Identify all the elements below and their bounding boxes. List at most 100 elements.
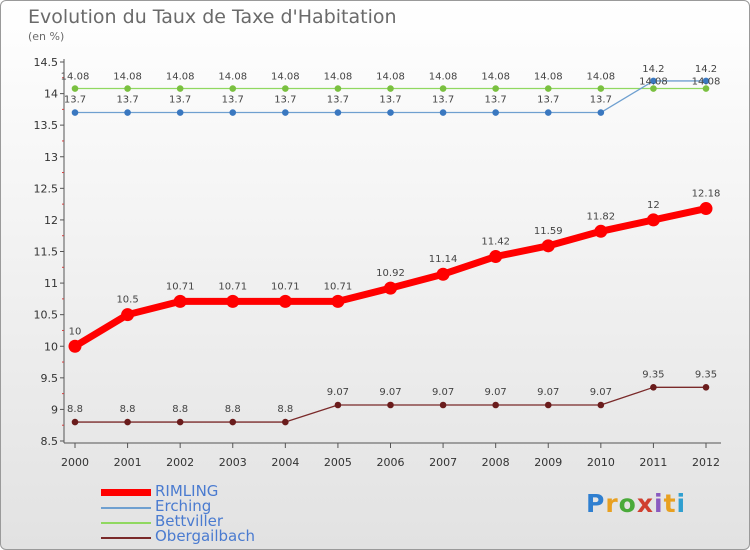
data-label: 14.2 — [642, 64, 664, 75]
data-point — [173, 294, 187, 308]
data-label: 14.08 — [218, 72, 247, 83]
data-point — [282, 85, 289, 92]
data-label: 9.35 — [695, 369, 717, 380]
data-label: 14.08 — [376, 72, 405, 83]
data-point — [492, 85, 499, 92]
data-point — [384, 281, 397, 295]
legend-label: Bettviller — [155, 512, 224, 530]
data-label: 13.7 — [222, 95, 244, 106]
data-point — [597, 85, 605, 92]
data-label: 13.7 — [116, 95, 138, 106]
data-point — [650, 384, 657, 391]
data-label: 13.7 — [327, 95, 349, 106]
data-label: 9.07 — [537, 387, 559, 398]
x-tick-label: 2011 — [639, 456, 667, 469]
x-tick-label: 2008 — [482, 456, 510, 469]
legend-label: Erching — [155, 497, 212, 515]
data-point — [544, 85, 552, 92]
x-tick-label: 2001 — [114, 456, 142, 469]
data-label: 9.07 — [432, 387, 454, 398]
data-point — [334, 401, 342, 409]
data-point — [489, 250, 503, 264]
data-point — [544, 109, 552, 116]
data-point — [229, 85, 237, 92]
data-label: 9.07 — [379, 387, 401, 398]
y-tick-label: 10 — [44, 340, 58, 353]
logo-letter: x — [636, 489, 654, 518]
y-tick-label: 13 — [44, 151, 58, 164]
data-label: 10.71 — [324, 281, 353, 292]
x-tick-label: 2004 — [271, 456, 299, 469]
data-point — [229, 418, 237, 426]
data-point — [176, 109, 184, 116]
y-tick-label: 13.5 — [34, 119, 59, 132]
data-label: 13.7 — [274, 95, 296, 106]
data-point — [71, 109, 79, 116]
data-label: 8.8 — [67, 404, 83, 415]
x-tick-label: 2000 — [61, 456, 89, 469]
data-label: 13.7 — [537, 95, 559, 106]
data-point — [229, 109, 237, 116]
legend-swatch — [101, 537, 151, 539]
data-label: 10.71 — [218, 281, 247, 292]
data-label: 14.08 — [534, 72, 563, 83]
data-point — [124, 85, 131, 92]
y-tick-label: 9 — [51, 403, 58, 416]
y-tick-label: 8.5 — [41, 435, 59, 448]
data-point — [121, 308, 135, 322]
logo-letter: i — [676, 489, 687, 518]
data-point — [699, 202, 713, 216]
data-point — [439, 401, 447, 409]
data-point — [702, 77, 710, 85]
data-point — [176, 418, 184, 426]
data-point — [334, 85, 342, 92]
y-tick-label: 10.5 — [34, 309, 59, 322]
proxiti-logo: Proxiti — [586, 489, 686, 518]
data-point — [71, 85, 79, 92]
data-point — [439, 109, 447, 116]
data-point — [492, 109, 499, 116]
data-label: 13.7 — [379, 95, 401, 106]
data-label: 13.7 — [590, 95, 612, 106]
logo-letter: t — [663, 489, 677, 518]
data-label: 8.8 — [172, 404, 188, 415]
legend-label: Obergailbach — [155, 527, 255, 545]
data-label: 11.42 — [481, 237, 510, 248]
data-label: 14.08 — [113, 72, 142, 83]
data-point — [650, 85, 657, 92]
data-label: 13.7 — [485, 95, 507, 106]
data-label: 14.08 — [166, 72, 195, 83]
data-label: 10.5 — [116, 295, 138, 306]
data-point — [176, 85, 184, 92]
x-tick-label: 2012 — [692, 456, 720, 469]
data-point — [387, 85, 394, 92]
data-label: 9.07 — [327, 387, 349, 398]
data-point — [68, 339, 82, 353]
data-point — [278, 294, 292, 308]
data-label: 9.35 — [642, 369, 664, 380]
data-point — [597, 109, 605, 116]
data-point — [282, 418, 289, 426]
y-tick-label: 11 — [44, 277, 58, 290]
data-label: 10.71 — [166, 281, 195, 292]
x-tick-label: 2009 — [534, 456, 562, 469]
data-label: 10.71 — [271, 281, 300, 292]
data-point — [124, 418, 131, 426]
data-label: 14.08 — [61, 72, 90, 83]
data-label: 11.14 — [429, 254, 458, 265]
legend-label: RIMLING — [155, 482, 219, 500]
data-point — [331, 294, 345, 308]
x-tick-label: 2007 — [429, 456, 457, 469]
data-label: 11.82 — [587, 211, 616, 222]
data-point — [282, 109, 289, 116]
y-tick-label: 12.5 — [34, 182, 59, 195]
data-point — [492, 401, 499, 409]
y-tick-label: 12 — [44, 214, 58, 227]
data-label: 10.92 — [376, 268, 405, 279]
data-label: 14.08 — [271, 72, 300, 83]
data-label: 14.08 — [481, 72, 510, 83]
data-label: 14.2 — [695, 64, 717, 75]
y-tick-label: 14 — [44, 88, 58, 101]
